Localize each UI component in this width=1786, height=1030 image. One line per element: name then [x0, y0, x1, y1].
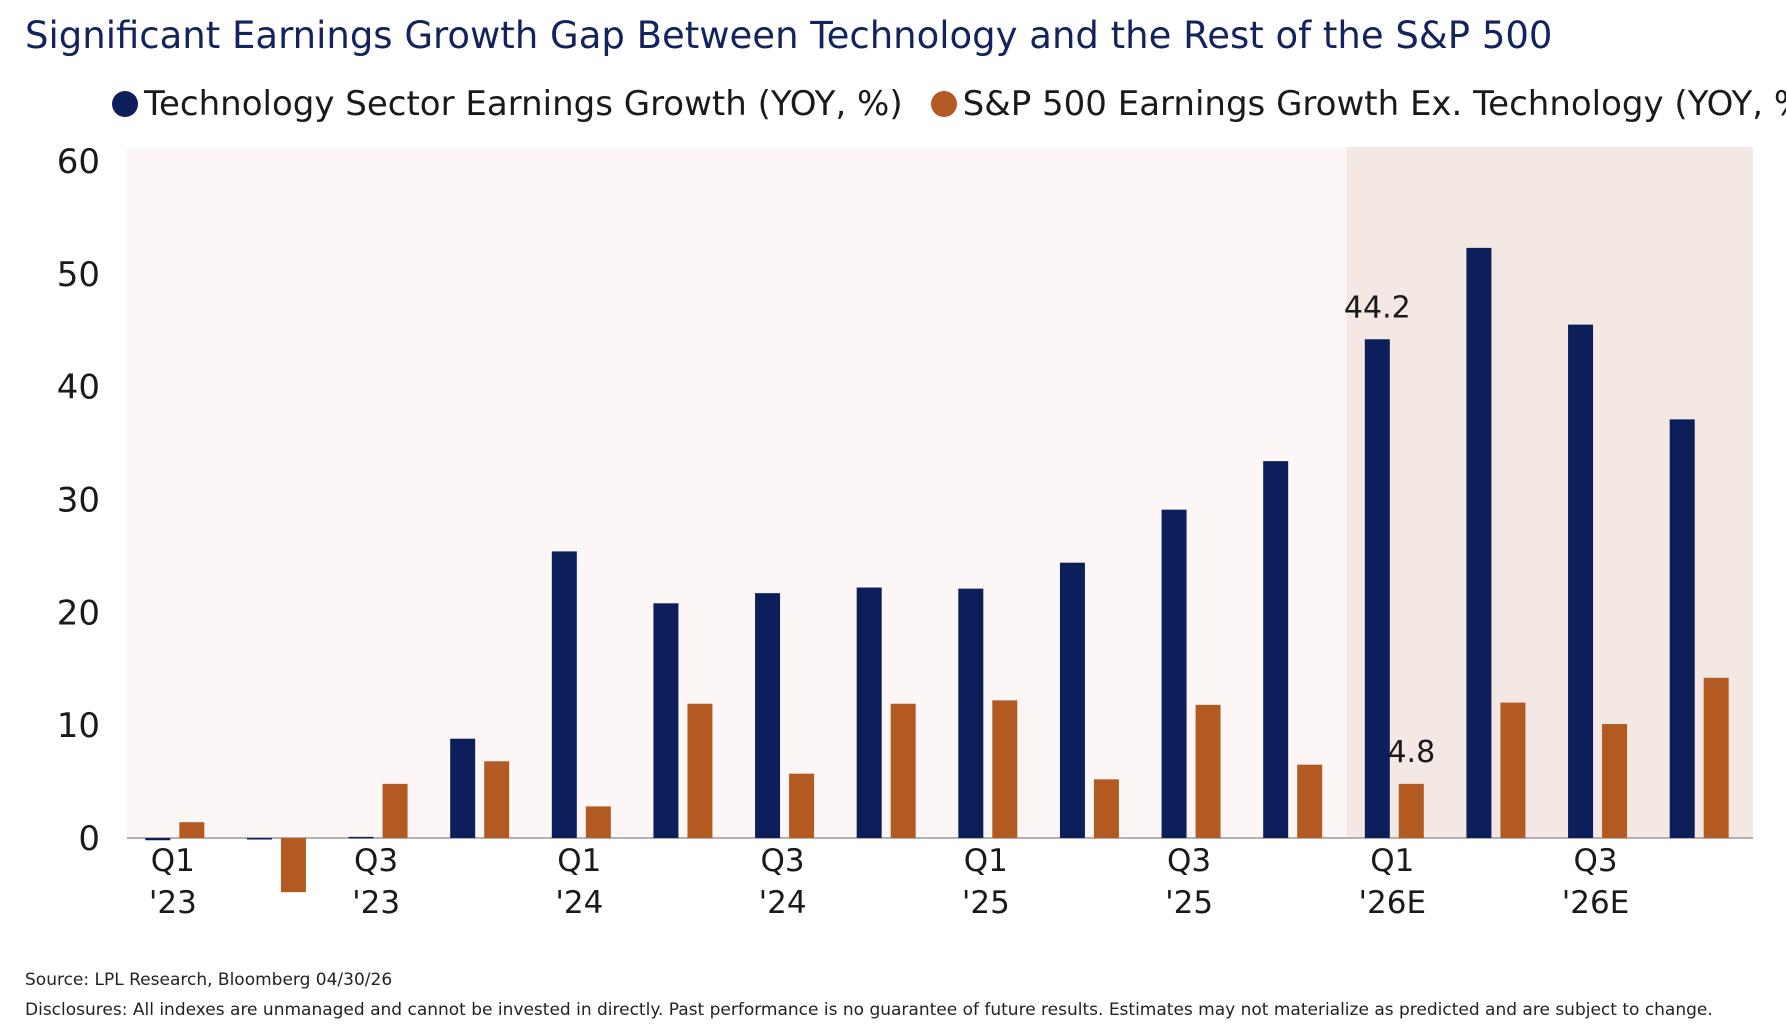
y-tick-label: 20 — [57, 593, 100, 633]
legend-marker — [930, 91, 957, 117]
bar — [1669, 419, 1695, 838]
bar — [1703, 677, 1729, 838]
bar — [1093, 779, 1119, 838]
bar — [382, 783, 408, 838]
bar — [687, 703, 713, 838]
x-tick-label: Q1 '24 — [555, 843, 604, 921]
legend-label: Technology Sector Earnings Growth (YOY, … — [144, 84, 903, 124]
legend-item: S&P 500 Earnings Growth Ex. Technology (… — [930, 84, 1786, 124]
bar — [348, 836, 374, 839]
data-label: 4.8 — [1387, 735, 1435, 770]
bar — [145, 838, 171, 841]
y-tick-label: 50 — [57, 255, 100, 295]
legend-item: Technology Sector Earnings Growth (YOY, … — [112, 84, 903, 124]
bar — [585, 806, 611, 838]
bar — [280, 838, 306, 893]
bar — [789, 773, 815, 838]
chart-title: Significant Earnings Growth Gap Between … — [25, 14, 1553, 57]
bar — [856, 587, 882, 838]
bar — [1466, 247, 1492, 839]
bar — [755, 593, 781, 838]
x-tick-label: Q3 '25 — [1165, 843, 1214, 921]
legend-marker — [112, 91, 138, 117]
y-tick-label: 60 — [57, 142, 100, 182]
source: Source: LPL Research, Bloomberg 04/30/26 — [25, 970, 393, 990]
bar — [653, 603, 679, 838]
bar — [1398, 783, 1424, 838]
bar — [992, 700, 1018, 838]
x-tick-label: Q1 '23 — [148, 843, 197, 921]
bar — [1364, 339, 1390, 838]
bar — [1195, 704, 1221, 838]
x-tick-label: Q1 '26E — [1358, 843, 1427, 921]
y-tick-label: 10 — [57, 706, 100, 746]
data-label: 44.2 — [1344, 290, 1411, 325]
x-tick-label: Q3 '23 — [352, 843, 401, 921]
y-tick-label: 40 — [57, 368, 100, 408]
y-tick-label: 0 — [78, 819, 100, 859]
bar — [551, 551, 577, 838]
bar — [958, 588, 984, 838]
bar — [890, 703, 916, 838]
x-tick-label: Q1 '25 — [961, 843, 1010, 921]
x-tick-label: Q3 '26E — [1561, 843, 1630, 921]
legend-label: S&P 500 Earnings Growth Ex. Technology (… — [962, 84, 1786, 124]
bar — [484, 761, 510, 838]
x-tick-label: Q3 '24 — [758, 843, 807, 921]
bar — [1602, 724, 1628, 838]
bar — [1263, 461, 1289, 838]
bar — [1297, 764, 1323, 838]
bar — [1059, 562, 1085, 838]
legend: Technology Sector Earnings Growth (YOY, … — [112, 84, 1786, 124]
bar — [1161, 509, 1187, 838]
bar — [1568, 324, 1594, 838]
bar — [246, 838, 272, 840]
bar — [450, 738, 476, 838]
bar — [1500, 702, 1526, 838]
y-tick-label: 30 — [57, 481, 100, 521]
bar — [179, 822, 205, 838]
disclosures: Disclosures: All indexes are unmanaged a… — [25, 1000, 1713, 1020]
